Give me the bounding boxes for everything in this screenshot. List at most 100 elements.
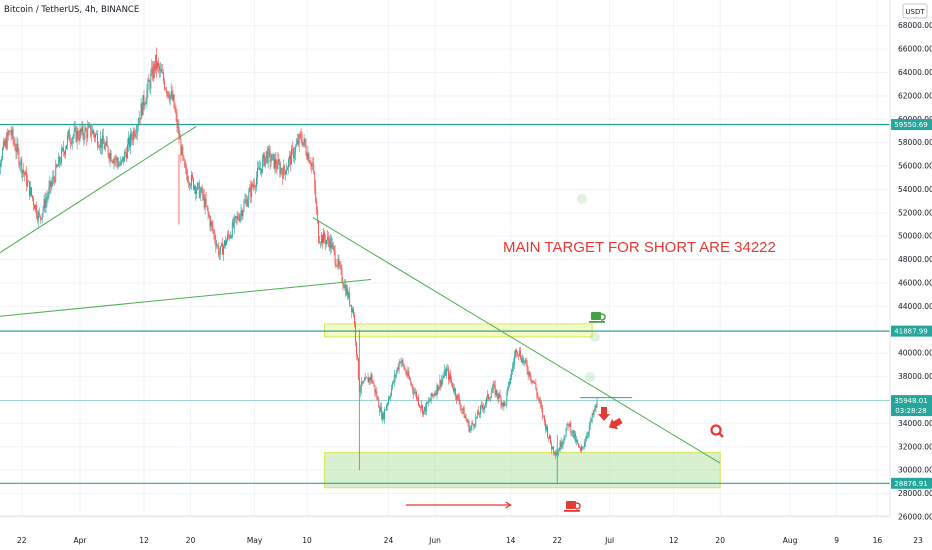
candle-body [287, 167, 289, 171]
candle-body [347, 288, 349, 298]
candle-body [545, 421, 547, 430]
candle-body [203, 194, 205, 208]
price-axis[interactable] [890, 0, 932, 550]
candle-body [219, 254, 221, 256]
faint-marker-circle [577, 194, 587, 204]
price-tick-label: 32000.00 [898, 442, 932, 451]
time-tick-label: 12 [669, 536, 679, 545]
candle-body [258, 167, 259, 169]
price-tick-label: 44000.00 [898, 302, 932, 311]
candle-body [391, 381, 393, 389]
candle-body [272, 154, 274, 155]
candle-body [249, 187, 251, 192]
candle-body [400, 362, 402, 364]
candle-body [0, 159, 2, 164]
time-tick-label: 10 [302, 536, 312, 545]
candle-body [359, 389, 361, 392]
candle-body [305, 145, 307, 155]
candle-body [413, 389, 415, 394]
candle-body [363, 380, 365, 382]
candle-body [469, 429, 471, 432]
candle-body [226, 234, 228, 241]
candle-body [520, 358, 522, 363]
candle-body [377, 398, 379, 400]
candle-body [516, 349, 517, 353]
candle-body [300, 134, 302, 140]
candle-body [160, 69, 161, 71]
price-badge: 03:28:28 [891, 405, 932, 417]
candle-body [497, 396, 499, 399]
candle-body [106, 141, 108, 147]
candle-body [327, 236, 329, 242]
candle-body [506, 393, 508, 405]
candle-body [69, 141, 71, 143]
candle-body [25, 171, 27, 176]
price-badge-label: 28876.91 [894, 480, 927, 488]
candle-body [113, 159, 115, 163]
candle-body [256, 177, 257, 187]
magnifier-handle [718, 432, 724, 438]
candle-body [159, 65, 160, 71]
candle-body [380, 407, 382, 412]
candle-body [39, 215, 41, 219]
candle-body [369, 377, 371, 381]
candle-body [87, 127, 89, 139]
candle-body [483, 407, 484, 410]
candle-body [299, 134, 301, 135]
price-badge-label: 59550.69 [894, 121, 927, 129]
candle-body [280, 168, 282, 174]
candle-body [511, 370, 513, 378]
candle-body [146, 90, 148, 102]
cup-handle [600, 313, 606, 321]
candle-body [486, 394, 488, 398]
candle-body [337, 259, 339, 267]
candle-body [353, 309, 354, 316]
candle-body [11, 129, 13, 136]
candle-body [330, 237, 332, 249]
candle-body [334, 250, 336, 264]
candle-body [62, 147, 63, 150]
candle-body [229, 235, 231, 239]
candle-body [367, 377, 369, 383]
candle-body [56, 164, 58, 167]
candle-body [325, 240, 327, 244]
candle-body [20, 159, 22, 165]
candle-body [72, 135, 74, 139]
candle-body [303, 138, 305, 142]
candle-body [318, 220, 320, 243]
cup-saucer [589, 321, 605, 323]
candlestick-series [0, 47, 598, 485]
candle-body [426, 402, 428, 404]
candle-body [385, 409, 386, 411]
price-tick-label: 62000.00 [898, 91, 932, 100]
candle-body [32, 198, 34, 206]
candle-body [439, 379, 441, 387]
candle-body [499, 393, 501, 398]
candle-body [373, 383, 375, 386]
candle-body [563, 438, 565, 441]
candle-body [512, 366, 514, 371]
candle-body [424, 406, 426, 413]
candle-body [384, 409, 386, 420]
candle-body [47, 195, 49, 198]
candle-body [187, 174, 189, 183]
price-badge-label: 41887.99 [894, 328, 927, 336]
candle-body [119, 164, 121, 165]
candle-body [278, 159, 280, 164]
candle-body [14, 143, 16, 150]
candle-body [120, 161, 122, 165]
candle-body [36, 215, 38, 221]
currency-button[interactable]: USDT [902, 3, 928, 19]
trendline [312, 217, 721, 464]
horizontal-levels [0, 123, 890, 484]
candle-body [210, 221, 212, 227]
candle-body [241, 210, 243, 217]
candle-body [153, 64, 155, 79]
candle-body [514, 355, 516, 364]
candle-body [578, 443, 580, 447]
candle-body [450, 374, 451, 381]
candle-body [539, 399, 541, 401]
candle-body [129, 133, 131, 148]
candle-body [435, 393, 437, 395]
